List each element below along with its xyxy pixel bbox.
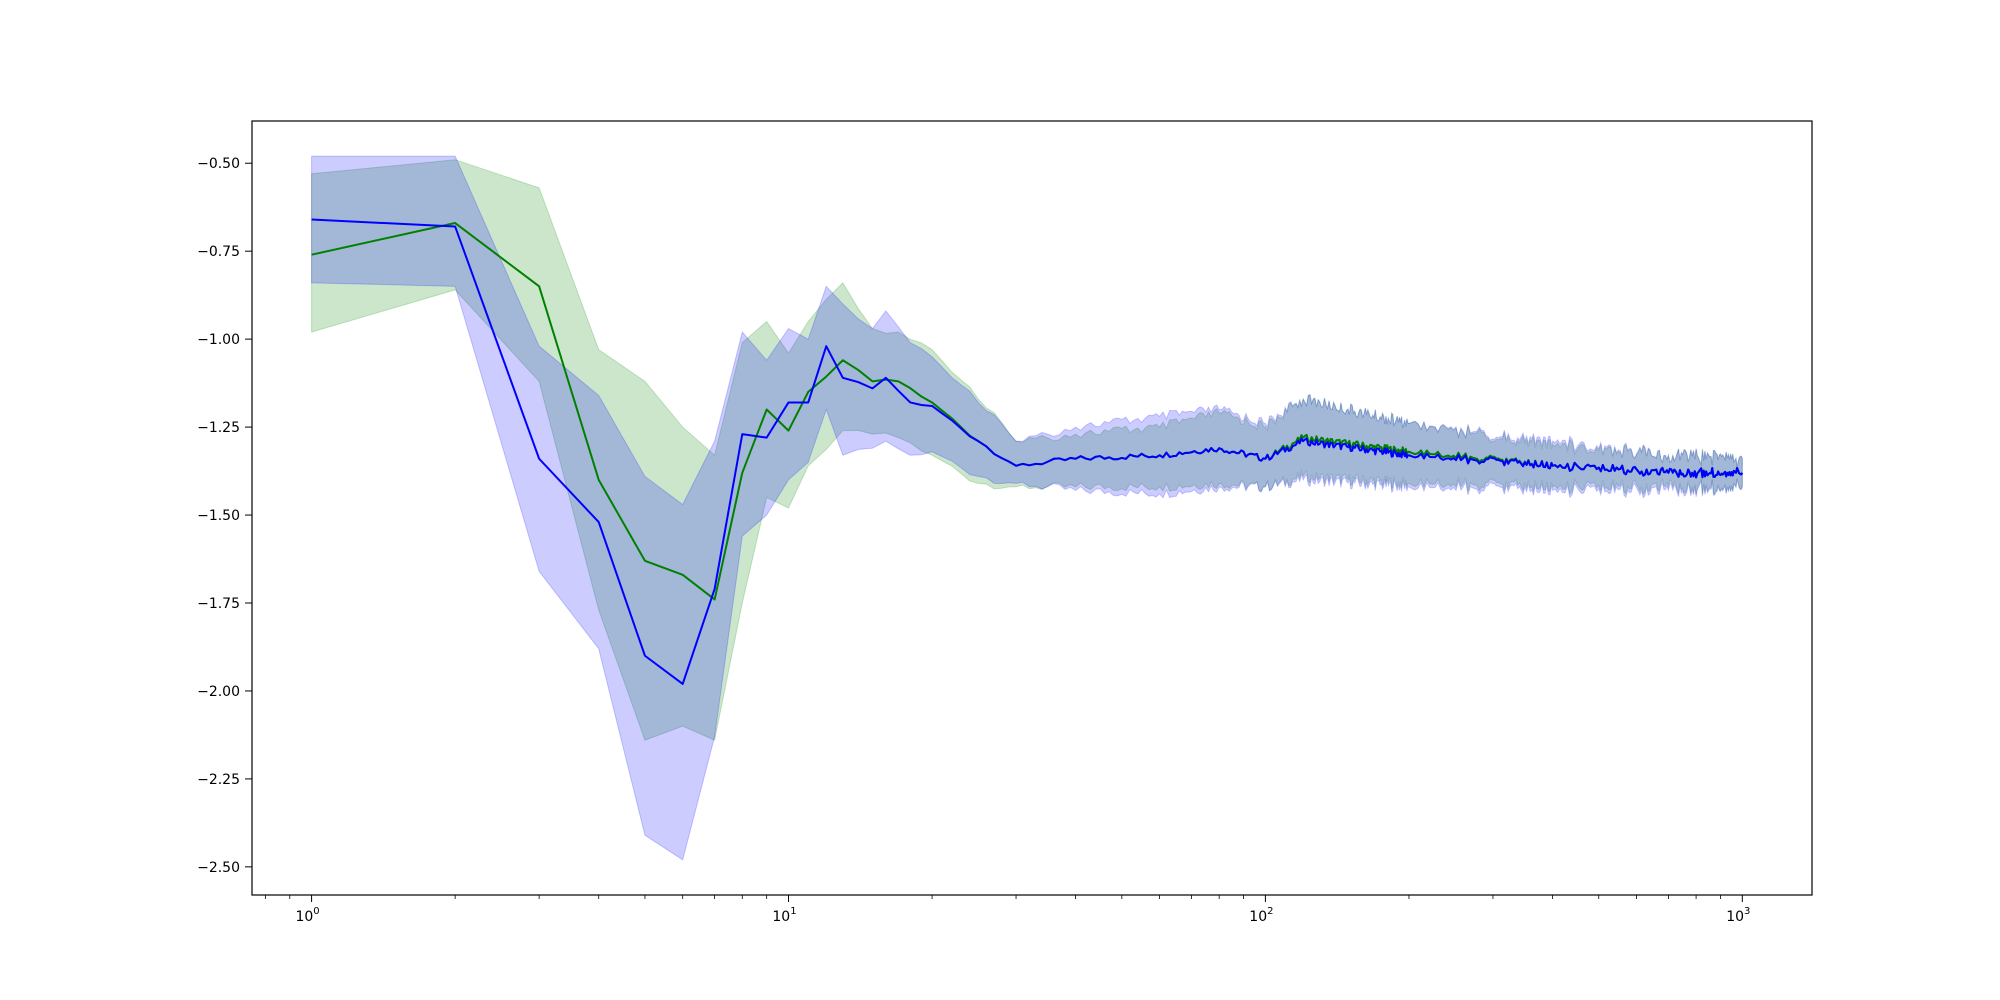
y-tick-label: −1.50 — [197, 508, 240, 524]
plot-frame — [251, 120, 1813, 896]
y-tick-label: −0.75 — [197, 244, 240, 260]
series-lines — [311, 218, 1744, 685]
y-tick-label: −1.25 — [197, 420, 240, 436]
y-tick-label: −2.25 — [197, 772, 240, 788]
line-series-1 — [311, 218, 1744, 685]
x-tick-label: 101 — [772, 906, 796, 925]
plot-area — [252, 121, 1812, 895]
confidence-bands — [311, 155, 1743, 861]
y-axis: −0.50 −0.75 −1.00 −1.25 −1.50 −1.75 −2.00 −2.25… — [197, 156, 252, 876]
y-tick-label: −1.75 — [197, 596, 240, 612]
x-tick-label: 103 — [1726, 906, 1750, 925]
band-series-0 — [311, 159, 1743, 741]
band-series-1 — [311, 155, 1743, 861]
x-tick-label: 100 — [295, 906, 319, 925]
x-axis: 100 101 102 103 — [264, 895, 1750, 925]
x-tick-label: 102 — [1249, 906, 1273, 925]
y-tick-label: −0.50 — [197, 156, 240, 172]
y-tick-label: −2.50 — [197, 860, 240, 876]
y-tick-label: −2.00 — [197, 684, 240, 700]
y-tick-label: −1.00 — [197, 332, 240, 348]
